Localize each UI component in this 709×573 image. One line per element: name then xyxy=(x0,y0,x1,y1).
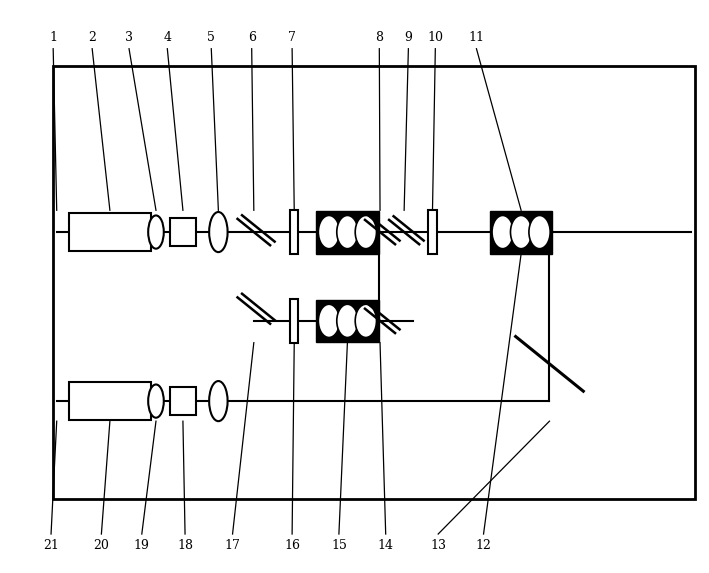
Bar xyxy=(53,66,695,499)
Ellipse shape xyxy=(318,215,340,249)
Text: 7: 7 xyxy=(288,31,296,44)
Ellipse shape xyxy=(355,304,376,337)
Ellipse shape xyxy=(355,215,376,249)
Bar xyxy=(428,210,437,254)
Text: 16: 16 xyxy=(284,539,300,552)
Text: 14: 14 xyxy=(378,539,393,552)
Bar xyxy=(69,383,151,419)
Bar xyxy=(316,300,379,342)
Ellipse shape xyxy=(209,212,228,252)
Bar xyxy=(170,387,196,415)
Text: 12: 12 xyxy=(476,539,491,552)
Text: 1: 1 xyxy=(49,31,57,44)
Ellipse shape xyxy=(492,215,513,249)
Bar xyxy=(290,210,298,254)
Ellipse shape xyxy=(148,384,164,418)
Ellipse shape xyxy=(209,381,228,421)
Ellipse shape xyxy=(337,304,358,337)
Bar xyxy=(290,299,298,343)
Bar xyxy=(490,211,552,253)
Text: 18: 18 xyxy=(177,539,193,552)
Text: 10: 10 xyxy=(428,31,443,44)
Text: 11: 11 xyxy=(469,31,484,44)
Bar xyxy=(170,218,196,246)
Text: 13: 13 xyxy=(430,539,446,552)
Text: 3: 3 xyxy=(125,31,133,44)
Bar xyxy=(69,214,151,251)
Bar xyxy=(316,211,379,253)
Ellipse shape xyxy=(148,215,164,249)
Ellipse shape xyxy=(529,215,550,249)
Text: 21: 21 xyxy=(43,539,59,552)
Text: 9: 9 xyxy=(404,31,413,44)
Text: 2: 2 xyxy=(88,31,96,44)
Ellipse shape xyxy=(510,215,532,249)
Text: 20: 20 xyxy=(94,539,109,552)
Ellipse shape xyxy=(318,304,340,337)
Ellipse shape xyxy=(337,215,358,249)
Text: 5: 5 xyxy=(207,31,216,44)
Text: 4: 4 xyxy=(163,31,172,44)
Text: 6: 6 xyxy=(247,31,256,44)
Text: 19: 19 xyxy=(134,539,150,552)
Text: 17: 17 xyxy=(225,539,240,552)
Bar xyxy=(150,395,162,407)
Text: 8: 8 xyxy=(375,31,384,44)
Text: 15: 15 xyxy=(331,539,347,552)
Bar xyxy=(150,226,162,238)
